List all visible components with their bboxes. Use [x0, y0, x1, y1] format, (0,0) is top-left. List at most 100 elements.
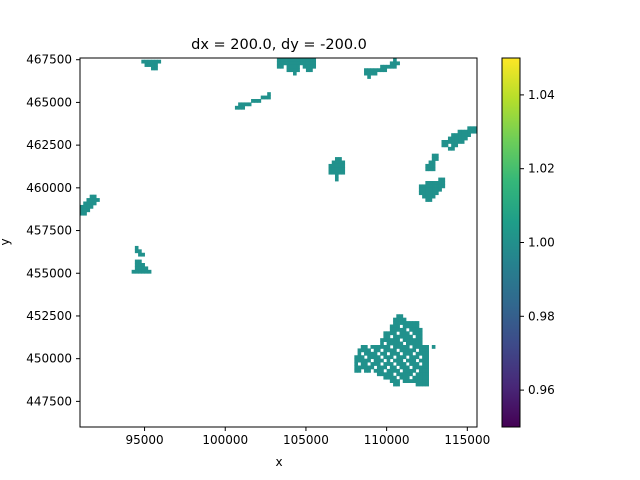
y-tick-label: 465000 [26, 95, 72, 109]
raster-cell [331, 160, 336, 165]
raster-cell [396, 358, 400, 363]
raster-cell [428, 167, 433, 172]
raster-cell [409, 358, 413, 363]
raster-cell [405, 379, 410, 383]
raster-cell [334, 160, 339, 165]
raster-cell [431, 160, 436, 165]
raster-cell [251, 99, 255, 103]
raster-cell [393, 317, 397, 322]
raster-cell [354, 362, 358, 366]
raster-cell [405, 334, 410, 339]
raster-cell [418, 184, 423, 189]
raster-cell [386, 358, 391, 363]
raster-cell [334, 163, 339, 168]
raster-cell [234, 105, 239, 110]
raster-cell [460, 133, 465, 137]
raster-cell [389, 331, 394, 336]
raster-cell [367, 365, 371, 370]
raster-cell [147, 59, 152, 64]
raster-cell [376, 368, 381, 373]
raster-cell [412, 345, 417, 349]
raster-cell [412, 362, 417, 366]
raster-cell [302, 64, 307, 69]
raster-cell [370, 345, 375, 349]
raster-cell [425, 198, 429, 202]
raster-cell [380, 338, 384, 342]
raster-cell [309, 68, 313, 73]
raster-cell [386, 338, 391, 342]
raster-cell [338, 167, 342, 172]
raster-cell [376, 345, 381, 349]
raster-cell [293, 71, 297, 76]
raster-cell [399, 341, 404, 346]
raster-cell [393, 334, 397, 339]
raster-cell [238, 102, 242, 107]
raster-cell [289, 61, 294, 66]
raster-cell [83, 208, 87, 213]
raster-cell [134, 263, 139, 267]
raster-cell [328, 163, 333, 168]
raster-cell [296, 61, 300, 66]
raster-cell [151, 63, 155, 67]
raster-cell [338, 160, 342, 165]
raster-cell [147, 269, 152, 274]
colorbar-tick-label: 1.02 [528, 162, 555, 176]
raster-cell [286, 61, 291, 66]
raster-cell [464, 136, 468, 141]
raster-cell [364, 358, 368, 363]
raster-cell [422, 355, 426, 360]
raster-cell [402, 351, 407, 356]
raster-cell [405, 368, 410, 373]
raster-cell [276, 64, 281, 69]
raster-cell [418, 327, 423, 332]
raster-cell [383, 365, 388, 370]
raster-cell [422, 379, 426, 383]
raster-cell [305, 58, 310, 62]
raster-cell [354, 358, 358, 363]
raster-cell [418, 365, 423, 370]
raster-cell [364, 362, 368, 366]
raster-cell [418, 345, 423, 349]
raster-cell [396, 324, 400, 329]
raster-cell [354, 365, 358, 370]
raster-cell [331, 170, 336, 175]
raster-cell [263, 95, 268, 100]
raster-cell [254, 99, 258, 103]
raster-cell [409, 368, 413, 373]
raster-cell [399, 314, 404, 319]
raster-cell [402, 368, 407, 373]
raster-cell [376, 358, 381, 363]
raster-cell [435, 153, 439, 158]
raster-cell [138, 269, 142, 274]
raster-cell [399, 348, 404, 353]
raster-cell [370, 365, 375, 370]
raster-cell [431, 194, 436, 199]
raster-cell [396, 355, 400, 360]
raster-cell [422, 348, 426, 353]
raster-cell [334, 157, 339, 161]
raster-cell [302, 61, 307, 66]
raster-cell [389, 368, 394, 373]
raster-cell [280, 58, 284, 62]
raster-cell [283, 58, 287, 62]
raster-cell [389, 365, 394, 370]
raster-cell [331, 167, 336, 172]
raster-cell [418, 375, 423, 380]
raster-cell [467, 129, 471, 134]
raster-cell [370, 362, 375, 366]
raster-cell [383, 355, 388, 360]
raster-cell [357, 351, 362, 356]
raster-cell [405, 375, 410, 380]
y-tick-label: 452500 [26, 309, 72, 323]
raster-cell [464, 133, 468, 137]
raster-cell [383, 375, 388, 380]
raster-cell [422, 372, 426, 377]
raster-cell [473, 126, 478, 131]
raster-cell [428, 181, 433, 185]
raster-cell [415, 327, 420, 332]
raster-cell [89, 198, 94, 202]
raster-cell [454, 140, 459, 144]
raster-cell [418, 331, 423, 336]
raster-cell [415, 365, 420, 370]
raster-cell [134, 266, 139, 271]
